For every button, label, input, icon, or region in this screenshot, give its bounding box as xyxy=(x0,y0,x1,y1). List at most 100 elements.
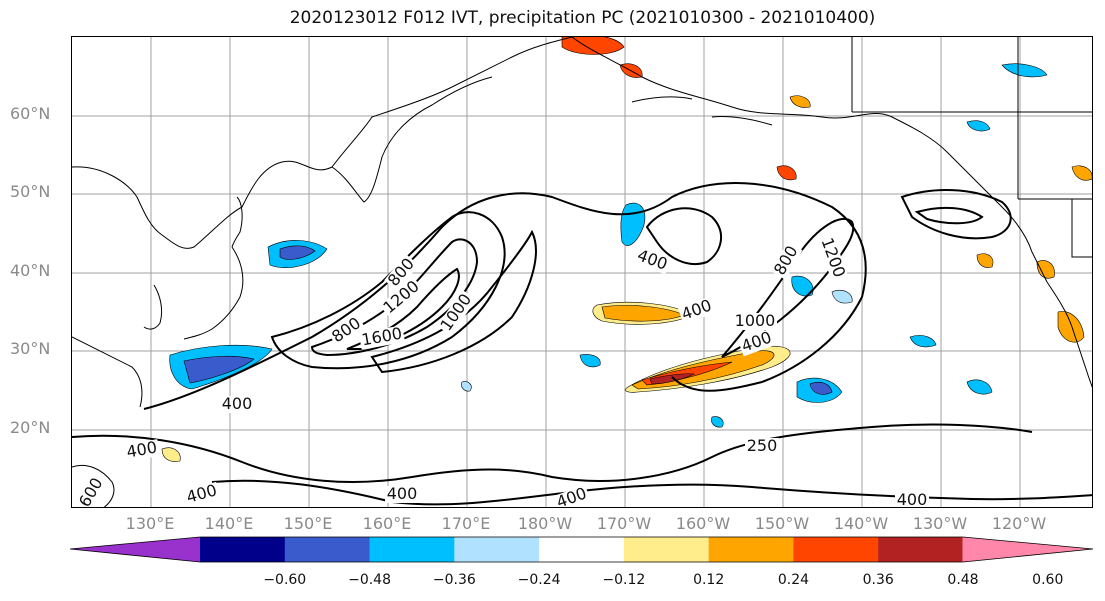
precip-negative-patch xyxy=(711,416,724,428)
precip-positive-patch xyxy=(1057,311,1085,343)
contour-label-bg xyxy=(770,241,803,280)
contour-label: 400 xyxy=(387,484,418,503)
ivt-contour-400c xyxy=(211,479,1092,506)
colorbar-segment xyxy=(708,537,795,562)
colorbar-tick-label: −0.24 xyxy=(517,572,561,588)
colorbar-tick-label: −0.36 xyxy=(432,572,476,588)
lon-label-150w: 150°W xyxy=(754,514,810,533)
precip-positive-patch xyxy=(561,37,625,55)
coastline-asia xyxy=(72,37,573,249)
coastlines xyxy=(72,37,1092,507)
precip-negative-patch xyxy=(809,381,833,395)
contour-label-bg xyxy=(733,313,777,330)
precip-negative-patch xyxy=(461,381,472,392)
contour-label-bg xyxy=(745,438,779,455)
coastline-kamchatka xyxy=(331,76,493,203)
lon-label-150e: 150°E xyxy=(283,514,333,533)
coastline-japan xyxy=(183,196,244,340)
precip-positive-patch xyxy=(776,165,797,181)
ivt-contour-400 xyxy=(143,182,867,410)
contour-label: 1000 xyxy=(735,311,776,330)
lon-label-170e: 170°E xyxy=(441,514,491,533)
lat-label-50n: 50°N xyxy=(10,182,51,201)
colorbar-tick-label: 0.48 xyxy=(947,572,979,588)
ivt-contour-1600 xyxy=(346,267,460,350)
coastline-alaska xyxy=(571,37,1048,283)
contour-label: 400 xyxy=(897,490,928,508)
lat-label-40n: 40°N xyxy=(10,261,51,280)
coastline-na-west xyxy=(1046,281,1092,389)
precip-negative-patch xyxy=(966,120,991,132)
ivt-contour-ne2 xyxy=(914,206,984,225)
precip-negative-patch xyxy=(831,289,853,304)
ivt-contour-800 xyxy=(270,211,506,370)
colorbar-outline xyxy=(70,536,1094,563)
contour-label: 250 xyxy=(747,436,778,455)
contour-label-bg xyxy=(183,481,221,507)
colorbar-segment xyxy=(793,537,879,562)
precip-positive-patch xyxy=(976,253,994,268)
precip-negative-patch xyxy=(1001,63,1048,78)
contour-label-bg xyxy=(385,486,419,503)
precip-negative-patch xyxy=(909,335,937,348)
precip-negative-patch xyxy=(183,355,255,384)
lon-label-160w: 160°W xyxy=(675,514,731,533)
colorbar-tick-label: −0.48 xyxy=(348,572,391,588)
lat-label-60n: 60°N xyxy=(10,104,51,123)
colorbar-tick-label: 0.12 xyxy=(693,572,725,588)
contour-label-bg xyxy=(75,473,108,507)
contour-label: 400 xyxy=(679,295,714,323)
colorbar-tick-label: 0.24 xyxy=(777,572,810,588)
contour-label-bg xyxy=(816,234,848,282)
contour-label: 400 xyxy=(184,480,218,506)
coastline-korea xyxy=(143,284,163,330)
precip-positive-patch xyxy=(1036,260,1055,279)
lat-label-30n: 30°N xyxy=(10,339,51,358)
precip-negative-patch xyxy=(620,202,646,246)
colorbar-segment xyxy=(369,537,455,562)
contour-label-bg xyxy=(895,492,929,507)
contour-label: 400 xyxy=(554,483,589,508)
colorbar-tick-label: 0.36 xyxy=(862,572,894,588)
map-title: 2020123012 F012 IVT, precipitation PC (2… xyxy=(289,8,876,28)
precip-negative-patch xyxy=(279,245,316,260)
graticule xyxy=(72,37,1092,507)
colorbar-segment xyxy=(284,537,371,562)
contour-label-bg xyxy=(737,328,776,357)
colorbar-segment xyxy=(623,537,710,562)
precip-positive-patch xyxy=(1071,165,1092,181)
ivt-contour-ne xyxy=(900,189,1012,240)
contour-label: 400 xyxy=(125,438,158,462)
lon-label-170w: 170°W xyxy=(596,514,652,533)
lon-label-140w: 140°W xyxy=(833,514,889,533)
contour-label-bg xyxy=(677,296,716,325)
lon-label-130w: 130°W xyxy=(912,514,968,533)
colorbar-segment xyxy=(878,537,964,562)
lon-label-180w: 180°W xyxy=(517,514,573,533)
ivt-contour-400b xyxy=(645,207,722,265)
map-plot-area[interactable]: 400 1000 1600 800 1200 800 400 400 1000 800 400 120… xyxy=(71,36,1093,508)
precip-positive-patch xyxy=(161,447,181,462)
contour-label-bg xyxy=(220,396,254,413)
colorbar-tick-label: 0.60 xyxy=(1032,572,1064,588)
lon-label-120w: 120°W xyxy=(991,514,1047,533)
coastline-china xyxy=(72,336,143,507)
colorbar-tick-label: −0.60 xyxy=(263,572,307,588)
precip-negative-patch xyxy=(791,275,814,297)
contour-label-bg xyxy=(327,313,366,348)
precip-positive-patch xyxy=(789,95,811,108)
colorbar-segment xyxy=(200,537,286,562)
ivt-contours xyxy=(72,182,1092,506)
colorbar-segment xyxy=(454,537,540,562)
precipitation-shading xyxy=(161,37,1092,462)
lat-label-20n: 20°N xyxy=(10,418,51,437)
colorbar-tick-label: −0.12 xyxy=(602,572,646,588)
contour-label-bg xyxy=(358,325,406,350)
precip-positive-patch xyxy=(649,373,696,385)
contour-label-bg xyxy=(633,246,672,275)
ivt-contour-800b xyxy=(721,217,855,358)
colorbar-extend-high xyxy=(962,537,1093,562)
lon-label-160e: 160°E xyxy=(362,514,412,533)
